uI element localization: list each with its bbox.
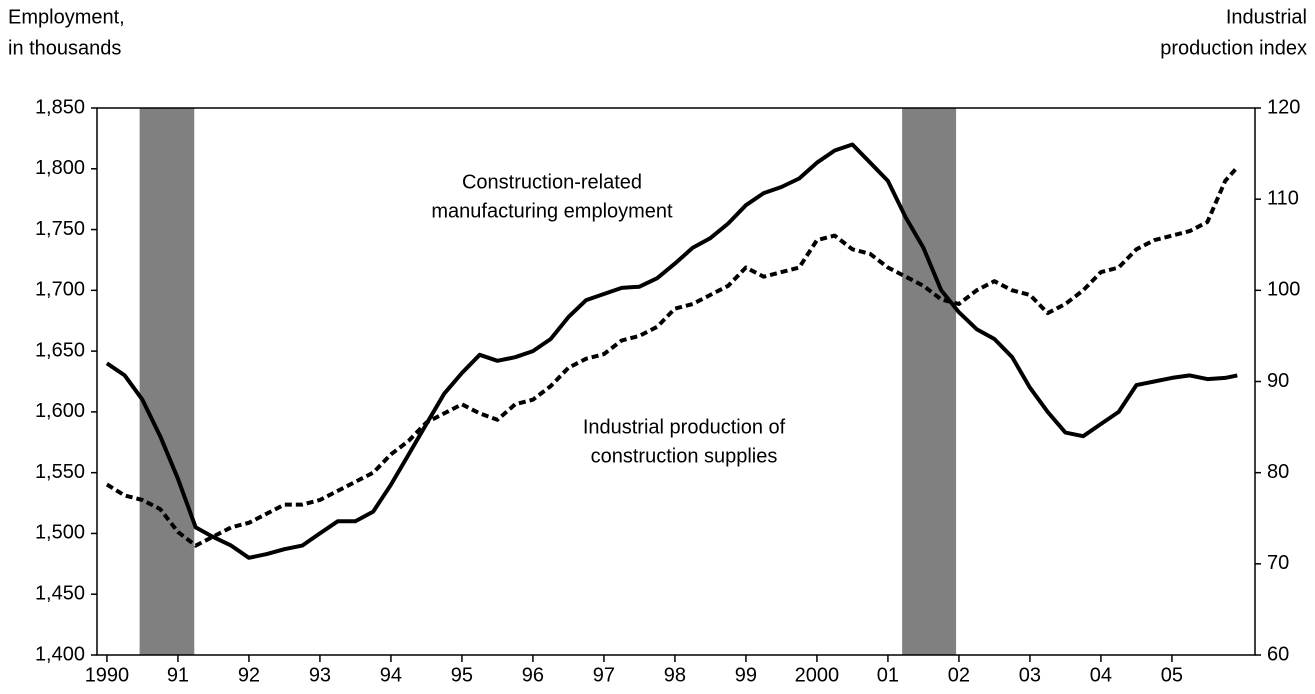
x-tick-label: 2000: [795, 664, 840, 686]
x-tick-label: 93: [309, 664, 331, 686]
y2-tick-label: 120: [1267, 96, 1300, 118]
annotation: manufacturing employment: [431, 200, 673, 222]
y-axis-label: Employment,: [8, 6, 125, 28]
y-tick-label: 1,650: [35, 339, 85, 361]
x-tick-label: 05: [1161, 664, 1183, 686]
x-tick-label: 97: [593, 664, 615, 686]
y2-tick-label: 110: [1267, 187, 1299, 209]
x-tick-label: 98: [664, 664, 686, 686]
x-tick-label: 92: [238, 664, 260, 686]
y2-axis-label: production index: [1160, 37, 1307, 59]
y2-tick-label: 100: [1267, 279, 1300, 301]
y2-axis-label: Industrial: [1226, 6, 1307, 28]
plot-frame: [96, 107, 1256, 656]
y-tick-label: 1,750: [35, 218, 85, 240]
x-tick-label: 1990: [85, 664, 130, 686]
x-tick-label: 95: [451, 664, 473, 686]
x-tick-label: 99: [735, 664, 757, 686]
y-tick-label: 1,450: [35, 583, 85, 605]
annotation: Industrial production of: [583, 416, 786, 438]
y-tick-label: 1,500: [35, 522, 85, 544]
y-tick-label: 1,600: [35, 400, 85, 422]
production-line: [105, 165, 1239, 548]
y-axis-label: in thousands: [8, 37, 121, 59]
y2-tick-label: 70: [1267, 552, 1289, 574]
y-tick-label: 1,400: [35, 643, 85, 665]
annotation: construction supplies: [591, 445, 778, 467]
y-tick-label: 1,700: [35, 279, 85, 301]
x-tick-label: 02: [948, 664, 970, 686]
x-tick-label: 96: [522, 664, 544, 686]
recession-shade: [902, 108, 957, 655]
x-tick-label: 04: [1090, 664, 1112, 686]
y2-tick-label: 60: [1267, 643, 1289, 665]
x-tick-label: 03: [1019, 664, 1041, 686]
annotation: Construction-related: [462, 171, 642, 193]
y2-tick-label: 80: [1267, 461, 1289, 483]
recession-shade: [139, 108, 195, 655]
x-tick-label: 94: [380, 664, 402, 686]
x-tick-label: 01: [877, 664, 899, 686]
y2-tick-label: 90: [1267, 370, 1289, 392]
y-tick-label: 1,850: [35, 96, 85, 118]
y-tick-label: 1,550: [35, 461, 85, 483]
x-tick-label: 91: [167, 664, 189, 686]
y-tick-label: 1,800: [35, 157, 85, 179]
employment-line: [105, 142, 1238, 560]
